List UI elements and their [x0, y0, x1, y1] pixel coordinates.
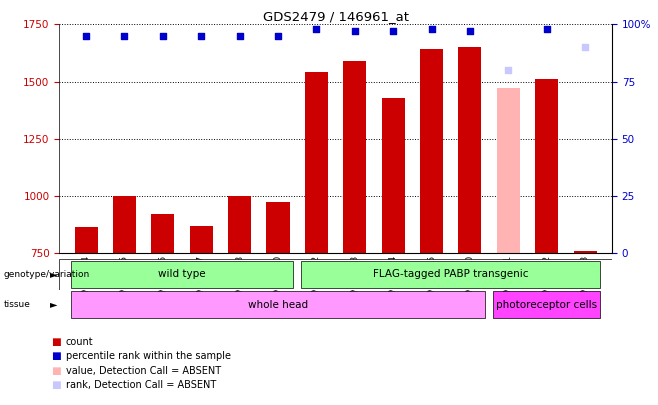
Bar: [305, 72, 328, 253]
Text: GSM30827: GSM30827: [197, 255, 206, 304]
Point: [388, 28, 398, 34]
Text: ■: ■: [51, 337, 61, 347]
Bar: [228, 196, 251, 253]
Text: GSM30832: GSM30832: [312, 255, 321, 304]
Text: GSM30830: GSM30830: [274, 255, 282, 304]
Bar: [70, 261, 293, 288]
Text: ■: ■: [51, 366, 61, 375]
Bar: [382, 98, 405, 253]
Point: [542, 26, 552, 32]
Bar: [574, 251, 597, 253]
Bar: [301, 261, 600, 288]
Bar: [343, 61, 367, 253]
Text: ■: ■: [51, 380, 61, 390]
Bar: [151, 214, 174, 253]
Text: GSM30828: GSM30828: [235, 255, 244, 304]
Text: whole head: whole head: [248, 300, 308, 310]
Text: GSM30900: GSM30900: [465, 255, 474, 304]
Bar: [535, 79, 558, 253]
Text: photoreceptor cells: photoreceptor cells: [496, 300, 597, 310]
Text: value, Detection Call = ABSENT: value, Detection Call = ABSENT: [66, 366, 221, 375]
Bar: [74, 227, 97, 253]
Text: GSM30824: GSM30824: [82, 255, 91, 304]
Point: [465, 28, 475, 34]
Text: GSM30834: GSM30834: [389, 255, 397, 304]
Text: FLAG-tagged PABP transgenic: FLAG-tagged PABP transgenic: [373, 269, 528, 279]
Bar: [497, 88, 520, 253]
Point: [81, 32, 91, 39]
Bar: [113, 196, 136, 253]
Bar: [266, 202, 290, 253]
Point: [234, 32, 245, 39]
Point: [119, 32, 130, 39]
Text: wild type: wild type: [158, 269, 206, 279]
Bar: [420, 49, 443, 253]
Text: ►: ►: [51, 270, 58, 279]
Text: count: count: [66, 337, 93, 347]
Bar: [459, 47, 482, 253]
Point: [196, 32, 207, 39]
Text: ■: ■: [51, 352, 61, 361]
Bar: [190, 226, 213, 253]
Point: [580, 44, 590, 51]
Point: [272, 32, 283, 39]
Text: ►: ►: [51, 300, 58, 309]
Bar: [493, 291, 600, 318]
Text: GSM30903: GSM30903: [580, 255, 590, 304]
Text: GSM30901: GSM30901: [504, 255, 513, 304]
Point: [426, 26, 437, 32]
Text: GSM30902: GSM30902: [542, 255, 551, 304]
Text: GSM30835: GSM30835: [427, 255, 436, 304]
Text: rank, Detection Call = ABSENT: rank, Detection Call = ABSENT: [66, 380, 216, 390]
Bar: [70, 291, 485, 318]
Text: genotype/variation: genotype/variation: [3, 270, 89, 279]
Title: GDS2479 / 146961_at: GDS2479 / 146961_at: [263, 10, 409, 23]
Text: tissue: tissue: [3, 300, 30, 309]
Point: [503, 67, 513, 73]
Text: GSM30826: GSM30826: [159, 255, 167, 304]
Point: [349, 28, 360, 34]
Point: [157, 32, 168, 39]
Text: percentile rank within the sample: percentile rank within the sample: [66, 352, 231, 361]
Point: [311, 26, 322, 32]
Text: GSM30825: GSM30825: [120, 255, 129, 304]
Text: GSM30833: GSM30833: [350, 255, 359, 304]
